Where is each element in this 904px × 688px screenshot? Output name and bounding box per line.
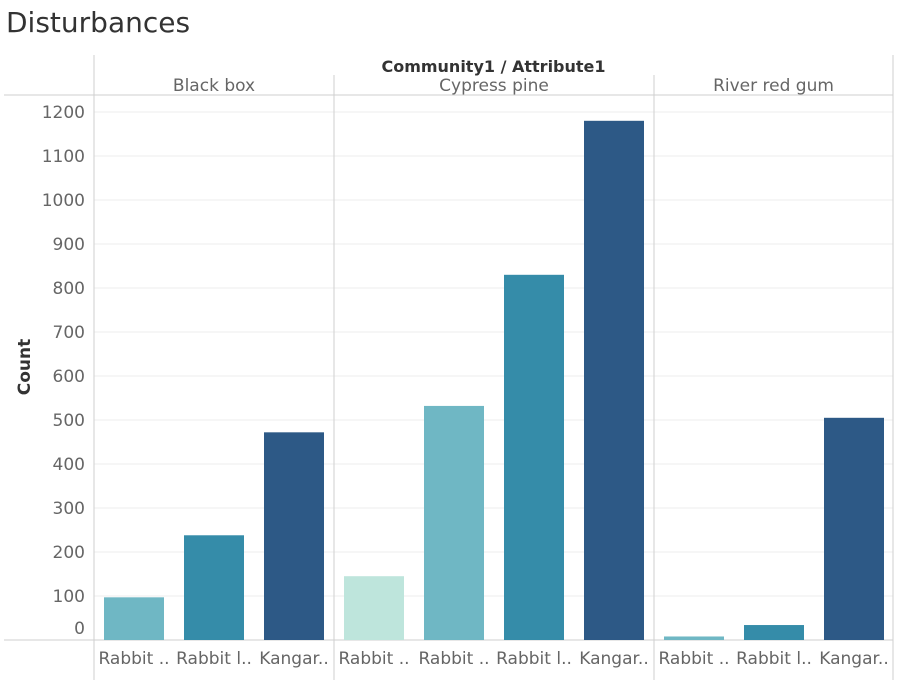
y-tick-label: 1100 <box>42 147 85 167</box>
x-tick-label: Rabbit l.. <box>496 649 572 669</box>
bar[interactable] <box>584 120 644 641</box>
panel-header-2: River red gum <box>713 76 834 96</box>
bar[interactable] <box>264 432 324 640</box>
column-header: Community1 / Attribute1 <box>381 57 605 76</box>
y-tick-label: 1200 <box>42 103 85 123</box>
y-tick-label: 700 <box>53 323 85 343</box>
y-tick-label: 100 <box>53 587 85 607</box>
bar[interactable] <box>184 535 244 640</box>
y-tick-label: 400 <box>53 455 85 475</box>
x-tick-label: Rabbit .. <box>658 649 729 669</box>
bar[interactable] <box>824 417 884 640</box>
y-tick-label: 300 <box>53 499 85 519</box>
panel-header-1: Cypress pine <box>439 76 549 96</box>
y-tick-label: 600 <box>53 367 85 387</box>
bar[interactable] <box>104 597 164 640</box>
y-tick-label: 0 <box>74 619 85 639</box>
x-tick-label: Rabbit .. <box>98 649 169 669</box>
y-tick-label: 500 <box>53 411 85 431</box>
y-tick-label: 200 <box>53 543 85 563</box>
bar[interactable] <box>344 576 404 640</box>
x-tick-label: Kangar.. <box>259 649 329 669</box>
x-tick-label: Rabbit .. <box>418 649 489 669</box>
x-tick-label: Rabbit l.. <box>176 649 252 669</box>
bar[interactable] <box>664 636 724 640</box>
y-tick-label: 900 <box>53 235 85 255</box>
y-tick-label: 1000 <box>42 191 85 211</box>
y-tick-label: 800 <box>53 279 85 299</box>
x-tick-label: Rabbit l.. <box>736 649 812 669</box>
y-axis-label: Count <box>15 339 35 396</box>
panel-header-0: Black box <box>173 76 255 96</box>
chart-title: Disturbances <box>6 6 191 39</box>
bar[interactable] <box>424 405 484 640</box>
x-tick-label: Kangar.. <box>579 649 649 669</box>
bar[interactable] <box>744 625 804 640</box>
bar[interactable] <box>504 274 564 640</box>
x-tick-label: Kangar.. <box>819 649 889 669</box>
x-tick-label: Rabbit .. <box>338 649 409 669</box>
